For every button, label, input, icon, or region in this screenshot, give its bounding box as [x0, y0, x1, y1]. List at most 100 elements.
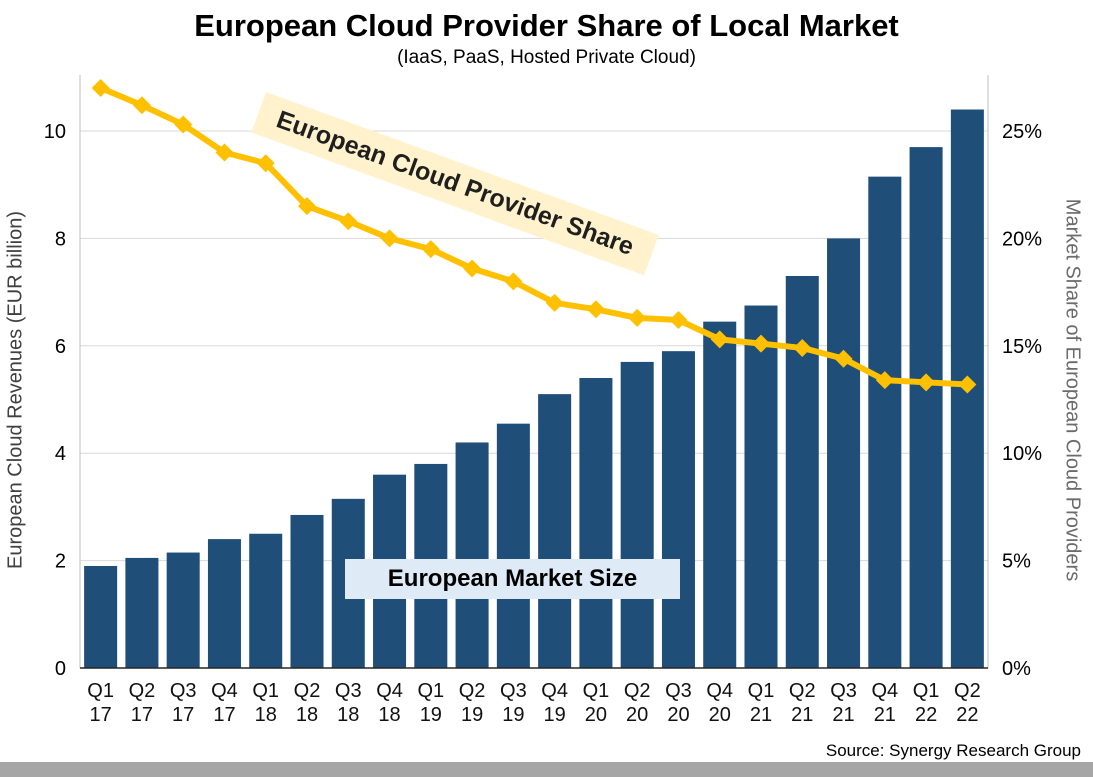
left-axis-tick: 4	[55, 443, 66, 465]
line-marker-diamond	[256, 154, 275, 173]
left-axis-tick: 10	[44, 121, 66, 143]
line-marker-diamond	[174, 115, 193, 134]
x-tick-year: 21	[874, 704, 896, 726]
line-marker-diamond	[504, 272, 523, 291]
chart-title: European Cloud Provider Share of Local M…	[194, 8, 899, 43]
x-tick-quarter: Q4	[706, 680, 733, 702]
line-marker-diamond	[669, 311, 688, 330]
line-marker-diamond	[215, 143, 234, 162]
line-marker-diamond	[91, 79, 110, 98]
x-tick-year: 22	[915, 704, 937, 726]
x-tick-year: 17	[172, 704, 194, 726]
x-tick-quarter: Q1	[748, 680, 775, 702]
line-marker-diamond	[132, 96, 151, 115]
line-marker-diamond	[339, 212, 358, 231]
x-tick-quarter: Q2	[459, 680, 486, 702]
line-marker-diamond	[958, 375, 977, 394]
x-tick-quarter: Q4	[211, 680, 238, 702]
footer-strip	[0, 762, 1093, 777]
x-tick-year: 17	[90, 704, 112, 726]
x-tick-quarter: Q2	[954, 680, 981, 702]
share-line	[97, 85, 971, 388]
right-axis-tick: 15%	[1002, 336, 1042, 358]
line-marker-diamond	[298, 197, 316, 216]
line-marker-diamond	[752, 334, 770, 353]
right-axis-tick: 0%	[1002, 658, 1031, 680]
bar	[744, 305, 778, 668]
x-tick-year: 20	[626, 704, 648, 726]
line-marker-diamond	[380, 229, 399, 248]
bar	[661, 351, 695, 668]
bar	[496, 423, 530, 668]
bar	[579, 378, 613, 668]
x-tick-year: 19	[420, 704, 442, 726]
x-tick-quarter: Q1	[913, 680, 940, 702]
x-tick-quarter: Q4	[541, 680, 568, 702]
bar	[909, 147, 943, 669]
right-axis-tick: 10%	[1002, 443, 1042, 465]
line-marker-diamond	[628, 308, 647, 327]
x-tick-year: 21	[750, 704, 772, 726]
x-tick-year: 20	[585, 704, 607, 726]
bar	[125, 557, 159, 668]
x-tick-quarter: Q3	[665, 680, 692, 702]
x-tick-year: 20	[709, 704, 731, 726]
right-axis-tick: 20%	[1002, 228, 1042, 250]
line-marker-diamond	[421, 240, 440, 259]
line-marker-diamond	[710, 330, 729, 349]
x-tick-year: 18	[296, 704, 318, 726]
left-axis-tick: 0	[55, 658, 66, 680]
bar	[703, 321, 737, 668]
left-axis-tick: 6	[55, 336, 66, 358]
bar	[868, 176, 902, 668]
bar	[290, 514, 324, 668]
bar-series-label: European Market Size	[345, 559, 680, 599]
bar	[785, 275, 819, 668]
x-tick-quarter: Q1	[417, 680, 444, 702]
x-tick-year: 17	[213, 704, 235, 726]
x-tick-year: 20	[667, 704, 689, 726]
bar	[620, 361, 654, 668]
right-axis-tick: 25%	[1002, 121, 1042, 143]
x-tick-year: 18	[337, 704, 359, 726]
x-tick-quarter: Q1	[252, 680, 279, 702]
x-tick-quarter: Q2	[129, 680, 156, 702]
x-tick-quarter: Q4	[376, 680, 403, 702]
x-tick-year: 19	[502, 704, 524, 726]
line-marker-diamond	[586, 300, 605, 319]
x-tick-quarter: Q1	[583, 680, 610, 702]
bar	[84, 565, 118, 668]
left-axis-tick: 8	[55, 228, 66, 250]
line-marker-diamond	[793, 338, 812, 357]
left-axis-tick: 2	[55, 551, 66, 573]
x-tick-year: 21	[832, 704, 854, 726]
bar	[207, 539, 241, 668]
line-marker-diamond	[463, 259, 482, 278]
x-tick-quarter: Q4	[871, 680, 898, 702]
line-marker-diamond	[545, 293, 564, 312]
x-tick-quarter: Q2	[294, 680, 321, 702]
x-tick-quarter: Q2	[624, 680, 651, 702]
x-tick-year: 19	[544, 704, 566, 726]
x-tick-quarter: Q3	[830, 680, 857, 702]
line-marker-diamond	[834, 349, 853, 368]
bar	[455, 442, 489, 668]
x-tick-quarter: Q3	[335, 680, 362, 702]
x-tick-quarter: Q3	[500, 680, 527, 702]
x-tick-quarter: Q3	[170, 680, 197, 702]
x-tick-year: 21	[791, 704, 813, 726]
x-tick-year: 22	[956, 704, 978, 726]
source-text: Source: Synergy Research Group	[825, 741, 1081, 760]
line-marker-diamond	[917, 373, 936, 392]
x-tick-quarter: Q2	[789, 680, 816, 702]
chart-subtitle: (IaaS, PaaS, Hosted Private Cloud)	[397, 47, 696, 68]
x-tick-year: 19	[461, 704, 483, 726]
bar	[827, 238, 861, 668]
x-tick-year: 18	[255, 704, 277, 726]
bar	[249, 533, 283, 668]
right-axis-tick: 5%	[1002, 551, 1031, 573]
x-tick-year: 18	[378, 704, 400, 726]
line-marker-diamond	[875, 371, 894, 390]
x-tick-year: 17	[131, 704, 153, 726]
